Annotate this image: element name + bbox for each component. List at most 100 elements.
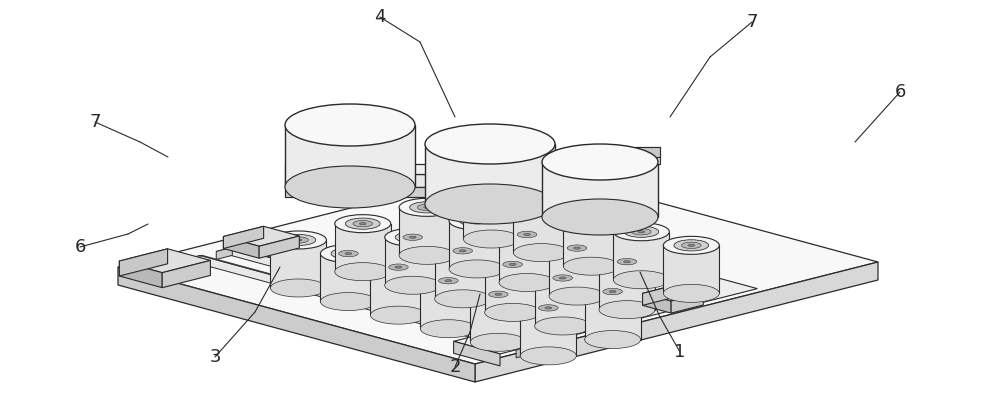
Polygon shape (399, 207, 455, 255)
Ellipse shape (270, 279, 326, 297)
Polygon shape (259, 236, 299, 258)
Ellipse shape (513, 243, 569, 262)
Polygon shape (671, 293, 703, 313)
Ellipse shape (463, 230, 519, 248)
Polygon shape (643, 285, 703, 301)
Polygon shape (285, 125, 415, 187)
Ellipse shape (431, 275, 466, 286)
Ellipse shape (624, 260, 630, 263)
Polygon shape (499, 234, 555, 283)
Polygon shape (223, 236, 259, 258)
Ellipse shape (503, 261, 522, 267)
Ellipse shape (389, 264, 408, 270)
Ellipse shape (482, 188, 501, 194)
Ellipse shape (560, 243, 594, 254)
Polygon shape (613, 232, 669, 280)
Ellipse shape (559, 277, 566, 279)
Text: 7: 7 (89, 113, 101, 131)
Ellipse shape (624, 226, 659, 237)
Ellipse shape (295, 239, 302, 241)
Polygon shape (663, 245, 719, 293)
Text: 6: 6 (894, 83, 906, 101)
Ellipse shape (563, 257, 619, 275)
Ellipse shape (474, 185, 509, 197)
Ellipse shape (574, 247, 580, 249)
Ellipse shape (542, 199, 658, 235)
Ellipse shape (470, 333, 526, 351)
Ellipse shape (399, 246, 455, 265)
Ellipse shape (520, 299, 576, 317)
Ellipse shape (474, 220, 480, 222)
Polygon shape (513, 205, 569, 253)
Ellipse shape (545, 307, 552, 309)
Polygon shape (599, 262, 655, 310)
Ellipse shape (520, 347, 576, 365)
Ellipse shape (424, 206, 430, 208)
Ellipse shape (599, 253, 655, 271)
Ellipse shape (289, 237, 308, 243)
Polygon shape (542, 162, 658, 217)
Ellipse shape (395, 232, 430, 243)
Ellipse shape (632, 229, 651, 235)
Ellipse shape (524, 234, 530, 236)
Ellipse shape (531, 302, 566, 314)
Ellipse shape (674, 240, 709, 251)
Ellipse shape (467, 218, 487, 224)
Polygon shape (370, 267, 426, 315)
Ellipse shape (459, 250, 466, 252)
Polygon shape (475, 262, 878, 382)
Ellipse shape (425, 124, 555, 164)
Ellipse shape (495, 259, 530, 270)
Ellipse shape (420, 272, 476, 290)
Ellipse shape (663, 236, 719, 254)
Ellipse shape (320, 293, 376, 311)
Ellipse shape (449, 212, 505, 230)
Polygon shape (285, 187, 640, 197)
Ellipse shape (682, 242, 701, 248)
Ellipse shape (549, 239, 605, 257)
Ellipse shape (345, 253, 352, 255)
Polygon shape (223, 226, 299, 246)
Ellipse shape (435, 242, 491, 260)
Ellipse shape (567, 245, 587, 251)
Polygon shape (200, 255, 534, 346)
Ellipse shape (495, 293, 502, 295)
Ellipse shape (285, 104, 415, 146)
Ellipse shape (532, 201, 551, 208)
Ellipse shape (335, 215, 391, 233)
Ellipse shape (417, 204, 437, 211)
Polygon shape (585, 292, 641, 339)
Ellipse shape (381, 262, 416, 273)
Ellipse shape (445, 280, 452, 282)
Polygon shape (216, 247, 232, 260)
Polygon shape (643, 285, 675, 305)
Ellipse shape (499, 274, 555, 292)
Ellipse shape (613, 223, 669, 241)
Ellipse shape (638, 231, 645, 233)
Polygon shape (223, 226, 264, 248)
Polygon shape (535, 278, 591, 326)
Ellipse shape (420, 320, 476, 338)
Ellipse shape (549, 287, 605, 305)
Polygon shape (516, 346, 532, 358)
Ellipse shape (610, 256, 644, 267)
Ellipse shape (385, 276, 441, 294)
Ellipse shape (353, 220, 373, 227)
Ellipse shape (538, 204, 545, 206)
Polygon shape (454, 341, 500, 366)
Polygon shape (643, 293, 671, 313)
Ellipse shape (535, 317, 591, 335)
Ellipse shape (460, 215, 494, 227)
Ellipse shape (435, 290, 491, 308)
Ellipse shape (595, 286, 630, 297)
Ellipse shape (470, 285, 526, 303)
Polygon shape (454, 276, 757, 354)
Polygon shape (184, 255, 532, 350)
Ellipse shape (535, 269, 591, 287)
Polygon shape (485, 265, 541, 312)
Polygon shape (216, 247, 564, 342)
Polygon shape (635, 147, 660, 164)
Ellipse shape (603, 288, 622, 295)
Polygon shape (285, 164, 640, 174)
Ellipse shape (588, 217, 595, 219)
